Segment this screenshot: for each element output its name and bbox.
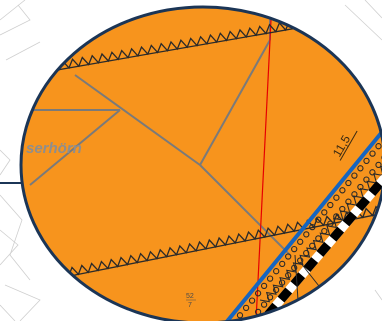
embankment-circle	[339, 187, 346, 194]
embankment-circle	[363, 176, 370, 183]
embankment-circle	[272, 286, 280, 294]
embankment-circle	[260, 301, 268, 308]
embankment-circle	[242, 304, 250, 312]
embankment-circle	[291, 245, 298, 253]
embankment-circle	[297, 257, 304, 264]
embankment-circle	[357, 165, 364, 172]
embankment-circle	[236, 312, 244, 319]
embankment-circle	[375, 161, 382, 169]
embankment-circle	[321, 209, 328, 216]
embankment-circle	[309, 223, 316, 231]
embankment-circle	[303, 231, 310, 238]
embankment-circle	[285, 253, 292, 260]
place-label: serhörn	[26, 140, 82, 157]
embankment-circle	[345, 198, 352, 205]
embankment-circle	[279, 260, 286, 268]
red-boundary	[255, 7, 273, 321]
lens-border	[19, 5, 382, 321]
embankment-circle	[285, 272, 292, 279]
embankment-circle	[363, 157, 370, 165]
embankment-circle	[333, 194, 340, 201]
embankment-circle	[345, 179, 352, 187]
parcel-number-denominator: 7	[188, 302, 192, 309]
embankment-circle	[266, 275, 274, 282]
embankment-circle	[273, 268, 280, 275]
embankment-circle	[369, 169, 376, 176]
rail-corridor	[218, 108, 382, 321]
parcel-number: 52	[186, 293, 194, 300]
embankment-circle	[375, 143, 382, 150]
embankment-circle	[351, 172, 358, 179]
railway-track	[251, 157, 382, 321]
embankment-circle	[369, 150, 376, 157]
embankment-hatching	[259, 150, 382, 303]
embankment-circle	[315, 216, 322, 223]
embankment-circle	[297, 238, 304, 245]
embankment-circle	[254, 290, 262, 297]
embankment-circle	[327, 201, 334, 209]
embankment-circle	[260, 282, 268, 290]
embankment-circle	[248, 297, 256, 304]
